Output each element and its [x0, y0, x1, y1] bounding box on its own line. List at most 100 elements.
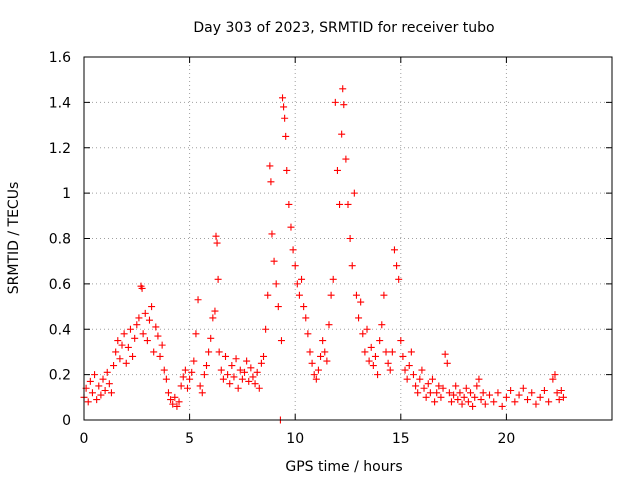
data-point [407, 348, 415, 356]
data-point [150, 348, 158, 356]
data-point [462, 384, 470, 392]
data-point [175, 398, 183, 406]
data-point [226, 380, 234, 388]
data-point [348, 262, 356, 270]
data-point [209, 314, 217, 322]
data-point [196, 382, 204, 390]
data-point [374, 371, 382, 379]
data-point [287, 223, 295, 231]
data-point [300, 303, 308, 311]
x-tick-label: 0 [80, 431, 89, 447]
data-point [133, 321, 141, 329]
data-point [162, 375, 170, 383]
data-point [107, 389, 115, 397]
data-point [519, 384, 527, 392]
data-point [365, 357, 373, 365]
data-point [145, 316, 153, 324]
data-point [112, 348, 120, 356]
data-point [274, 303, 282, 311]
data-point [257, 359, 265, 367]
data-point [219, 375, 227, 383]
data-point [232, 355, 240, 363]
ticks-layer: 0 5 10 15 20 0 0.2 0.4 0.6 0.8 1 1.2 1.4 1.6 [49, 50, 612, 447]
y-tick-label: 1.4 [49, 95, 71, 111]
data-point [154, 332, 162, 340]
data-point [336, 200, 344, 208]
x-tick-label: 10 [286, 431, 304, 447]
data-point [376, 337, 384, 345]
data-point [435, 382, 443, 390]
data-point [490, 398, 498, 406]
data-point [270, 257, 278, 265]
data-point [412, 382, 420, 390]
data-point [450, 391, 458, 399]
data-point [433, 389, 441, 397]
data-point [129, 352, 137, 360]
data-point [205, 348, 213, 356]
data-point [367, 343, 375, 351]
data-point [361, 348, 369, 356]
data-point [327, 291, 335, 299]
data-point [126, 325, 134, 333]
data-point [268, 230, 276, 238]
data-point [277, 337, 285, 345]
y-tick-label: 0.2 [49, 368, 71, 384]
data-point [515, 391, 523, 399]
data-point [553, 389, 561, 397]
data-point [414, 389, 422, 397]
data-point [443, 359, 451, 367]
data-point [88, 389, 96, 397]
data-point [118, 341, 126, 349]
y-tick-label: 1 [62, 186, 71, 202]
data-point [399, 352, 407, 360]
data-point [403, 375, 411, 383]
data-point [384, 359, 392, 367]
data-point [212, 232, 220, 240]
data-point [152, 323, 160, 331]
data-point [283, 166, 291, 174]
data-point [479, 389, 487, 397]
data-point [551, 371, 559, 379]
data-point [238, 375, 246, 383]
data-point [339, 85, 347, 93]
data-point [230, 373, 238, 381]
data-point [156, 352, 164, 360]
data-point [120, 330, 128, 338]
data-point [431, 398, 439, 406]
data-point [260, 352, 268, 360]
data-point [395, 275, 403, 283]
data-point [409, 371, 417, 379]
data-point [264, 291, 272, 299]
data-point [262, 325, 270, 333]
data-point [160, 366, 168, 374]
data-point [251, 380, 259, 388]
data-point [456, 389, 464, 397]
data-point [308, 359, 316, 367]
data-point [507, 387, 515, 395]
data-point [139, 330, 147, 338]
data-point [524, 396, 532, 404]
data-point [234, 384, 242, 392]
y-tick-label: 0.8 [49, 232, 71, 248]
data-point [222, 352, 230, 360]
x-tick-label: 15 [392, 431, 410, 447]
data-point [291, 262, 299, 270]
y-tick-label: 1.6 [49, 50, 71, 66]
data-point [357, 298, 365, 306]
data-point [141, 309, 149, 317]
y-axis-label: SRMTID / TECUs [6, 182, 22, 295]
data-point [224, 371, 232, 379]
data-point [397, 337, 405, 345]
data-point [325, 321, 333, 329]
data-point [471, 393, 479, 401]
data-point [97, 391, 105, 399]
data-point [312, 375, 320, 383]
data-point [378, 321, 386, 329]
data-point [418, 366, 426, 374]
data-point [445, 389, 453, 397]
data-point [390, 246, 398, 254]
data-point [158, 341, 166, 349]
data-point [382, 348, 390, 356]
data-point [279, 94, 287, 102]
y-tick-label: 0 [62, 413, 71, 429]
